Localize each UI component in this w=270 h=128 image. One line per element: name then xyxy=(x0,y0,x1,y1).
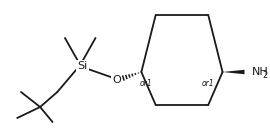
Polygon shape xyxy=(222,70,245,74)
Text: 2: 2 xyxy=(263,71,268,79)
Text: or1: or1 xyxy=(202,78,215,88)
Text: O: O xyxy=(112,75,121,85)
Text: NH: NH xyxy=(252,67,269,77)
Text: Si: Si xyxy=(77,61,87,71)
Text: or1: or1 xyxy=(140,78,153,88)
